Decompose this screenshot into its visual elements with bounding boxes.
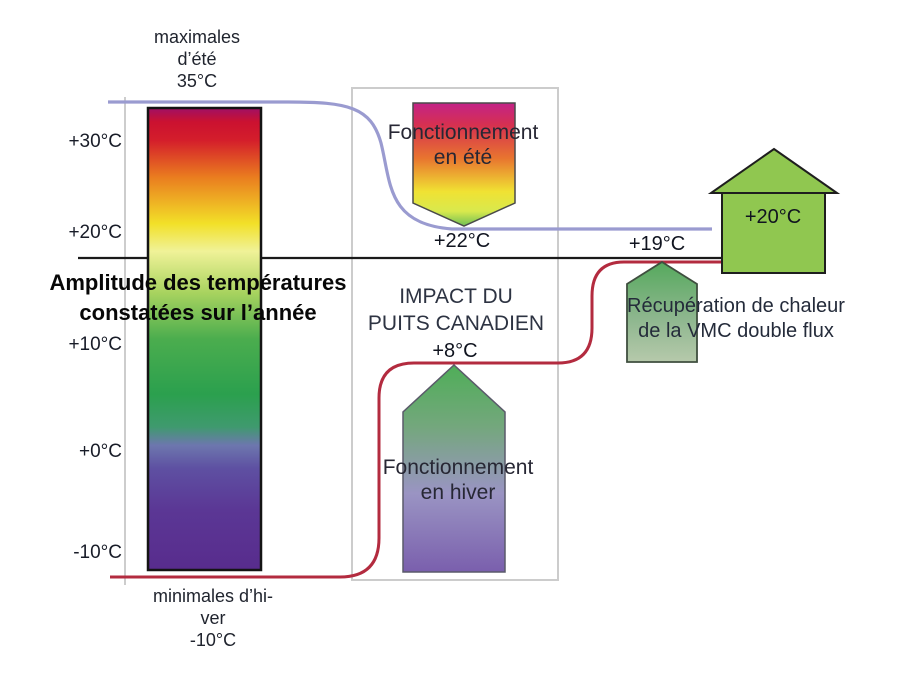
vmc-caption-line1: Récupération de chaleur — [627, 295, 845, 317]
winter-arrow-label-line2: en hiver — [420, 481, 496, 504]
winter-min-line1: minimales d’hi- — [152, 586, 274, 606]
vmc-house-arrow — [626, 260, 698, 363]
winter-min-line2: ver — [200, 608, 226, 628]
amplitude-caption: Amplitude des températures constatées su… — [33, 268, 363, 328]
house-roof-icon — [707, 147, 841, 194]
temperature-gradient-bar — [146, 106, 263, 572]
winter-min-label: minimales d’hi- ver -10°C — [128, 585, 298, 651]
impact-box-title: IMPACT DU PUITS CANADIEN — [346, 283, 566, 337]
summer-max-line3: 35°C — [176, 71, 218, 91]
scale-label-plus10: +10°C — [68, 334, 122, 355]
vmc-caption-line2: de la VMC double flux — [638, 320, 834, 342]
house-body — [721, 192, 826, 274]
winter-arrow-label: Fonctionnement en hiver — [358, 455, 558, 505]
impact-title-line2: PUITS CANADIEN — [367, 312, 545, 335]
summer-air-pipe — [108, 100, 712, 231]
summer-arrow-label-line1: Fonctionnement — [387, 121, 539, 144]
summer-max-label: maximales d’été 35°C — [112, 26, 282, 92]
summer-max-line1: maximales — [153, 27, 241, 47]
summer-operation-arrow — [412, 102, 516, 227]
scale-label-plus30: +30°C — [68, 131, 122, 152]
vmc-temp: +19°C — [628, 233, 686, 255]
summer-outlet-temp: +22°C — [433, 230, 491, 252]
winter-outlet-temp: +8°C — [432, 340, 478, 362]
amplitude-caption-line2: constatées sur l’année — [79, 300, 317, 325]
summer-arrow-label-line2: en été — [433, 146, 493, 169]
scale-label-zero: +0°C — [79, 441, 122, 462]
house-indoor-temp: +20°C — [744, 206, 802, 228]
summer-max-line2: d’été — [177, 49, 217, 69]
winter-operation-arrow — [402, 363, 506, 573]
winter-min-line3: -10°C — [189, 630, 237, 650]
winter-arrow-label-line1: Fonctionnement — [382, 456, 534, 479]
summer-arrow-label: Fonctionnement en été — [363, 120, 563, 170]
scale-label-minus10: -10°C — [73, 542, 122, 563]
winter-air-pipe — [110, 260, 722, 579]
amplitude-caption-line1: Amplitude des températures — [49, 270, 347, 295]
vmc-caption: Récupération de chaleur de la VMC double… — [571, 294, 897, 344]
scale-label-plus20: +20°C — [68, 222, 122, 243]
impact-title-line1: IMPACT DU — [399, 285, 513, 308]
